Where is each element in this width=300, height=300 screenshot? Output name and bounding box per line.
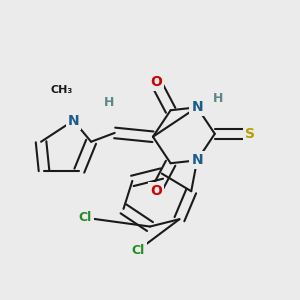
Text: Cl: Cl	[79, 211, 92, 224]
Text: N: N	[191, 153, 203, 167]
Text: H: H	[103, 96, 114, 110]
Text: O: O	[150, 75, 162, 89]
Text: CH₃: CH₃	[50, 85, 73, 94]
Text: N: N	[191, 100, 203, 114]
Text: Cl: Cl	[132, 244, 145, 256]
Text: S: S	[245, 127, 255, 141]
Text: O: O	[150, 184, 162, 198]
Text: H: H	[212, 92, 223, 105]
Text: N: N	[68, 114, 79, 128]
